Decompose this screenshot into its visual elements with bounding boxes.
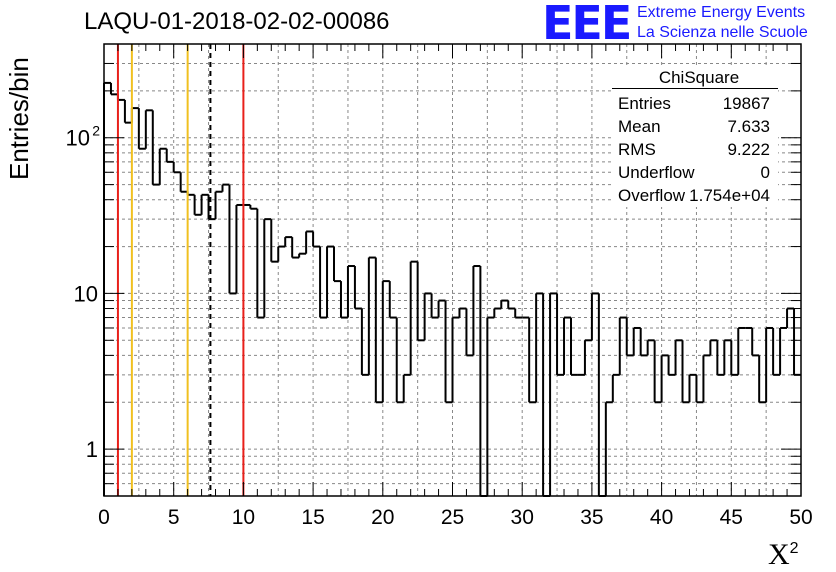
x-tick-label: 30 bbox=[511, 506, 534, 529]
stats-box: ChiSquare Entries 19867 Mean 7.633 RMS 9.22… bbox=[612, 68, 778, 207]
stats-value: 19867 bbox=[722, 94, 770, 113]
stats-label: Underflow bbox=[618, 163, 695, 182]
x-tick-label: 50 bbox=[789, 506, 812, 529]
stats-title: ChiSquare bbox=[612, 68, 778, 89]
x-tick-label: 0 bbox=[98, 506, 110, 529]
stats-row-mean: Mean 7.633 bbox=[612, 115, 778, 138]
chart-title: LAQU-01-2018-02-02-00086 bbox=[84, 8, 390, 35]
stats-label: RMS bbox=[618, 140, 656, 159]
stats-label: Overflow bbox=[618, 186, 686, 205]
org-name-line1: Extreme Energy Events bbox=[637, 4, 806, 21]
y-tick-label: 10 bbox=[74, 281, 98, 306]
axis-ticks bbox=[103, 43, 802, 497]
x-axis-label-base: X bbox=[768, 538, 790, 571]
x-tick-label: 10 bbox=[232, 506, 255, 529]
x-axis-label-superscript: 2 bbox=[789, 540, 799, 557]
y-tick-label: 10 bbox=[66, 126, 90, 151]
stats-value: 9.222 bbox=[727, 140, 770, 159]
x-axis-label: X2 bbox=[768, 538, 799, 572]
y-axis-label: Entries/bin bbox=[4, 57, 34, 180]
stats-row-entries: Entries 19867 bbox=[612, 92, 778, 115]
x-tick-label: 35 bbox=[580, 506, 603, 529]
x-tick-label: 25 bbox=[441, 506, 464, 529]
x-tick-label: 15 bbox=[301, 506, 324, 529]
stats-row-overflow: Overflow 1.754e+04 bbox=[612, 184, 778, 207]
x-tick-label: 40 bbox=[650, 506, 673, 529]
stats-value: 7.633 bbox=[727, 117, 770, 136]
eee-logo: EEE bbox=[542, 0, 632, 50]
stats-row-underflow: Underflow 0 bbox=[612, 161, 778, 184]
x-tick-label: 5 bbox=[168, 506, 180, 529]
x-tick-label: 45 bbox=[720, 506, 743, 529]
stats-row-rms: RMS 9.222 bbox=[612, 138, 778, 161]
stats-label: Mean bbox=[618, 117, 661, 136]
stats-value: 0 bbox=[760, 163, 770, 182]
y-tick-label-exponent: 2 bbox=[92, 123, 100, 139]
org-name-line2: La Scienza nelle Scuole bbox=[637, 24, 808, 41]
x-tick-label: 20 bbox=[371, 506, 394, 529]
stats-value: 1.754e+04 bbox=[689, 186, 770, 205]
y-tick-label: 1 bbox=[86, 437, 98, 462]
threshold-lines bbox=[116, 44, 245, 496]
stats-label: Entries bbox=[618, 94, 671, 113]
